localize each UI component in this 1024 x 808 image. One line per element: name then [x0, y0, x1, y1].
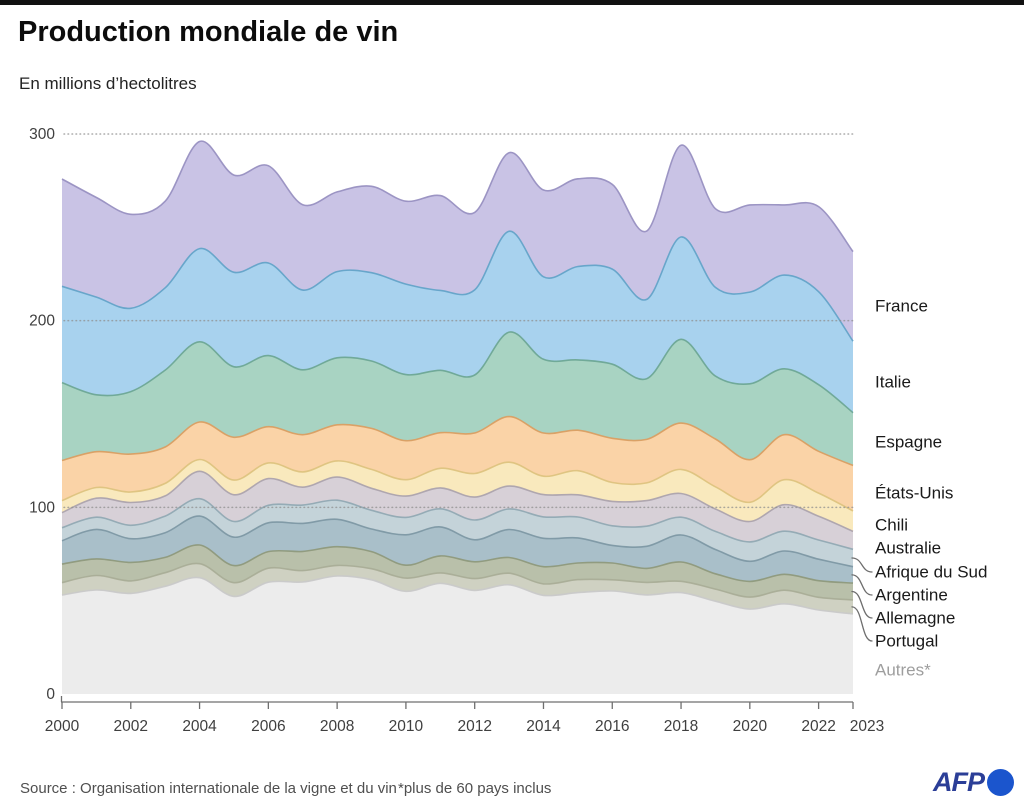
outline-autres — [61, 575, 854, 615]
top-border-bar — [0, 0, 1024, 5]
area-allemagne — [62, 544, 853, 600]
stacked-area-chart: 2000 2002 2004 2006 2008 2010 2012 2014 2016 2018… — [29, 126, 884, 735]
x-label-2023: 2023 — [850, 718, 884, 735]
area-autres — [62, 575, 853, 694]
outline-argentine — [61, 515, 854, 568]
outline-afrique-du-sud — [61, 497, 854, 551]
area-portugal — [62, 563, 853, 614]
x-label-2022: 2022 — [801, 718, 835, 735]
footnote-text: *plus de 60 pays inclus — [398, 780, 552, 797]
x-label-2008: 2008 — [320, 718, 354, 735]
area-chili — [62, 459, 853, 532]
outline-espagne — [61, 331, 854, 414]
area-espagne — [62, 331, 853, 466]
x-label-2000: 2000 — [45, 718, 80, 735]
x-label-2004: 2004 — [182, 718, 217, 735]
outline-australie — [61, 470, 854, 533]
x-label-2010: 2010 — [389, 718, 424, 735]
afp-logo: AFP — [933, 767, 1014, 797]
area-france — [62, 141, 853, 342]
outline-france — [61, 140, 854, 253]
y-label-100: 100 — [29, 499, 55, 516]
x-label-2006: 2006 — [251, 718, 285, 735]
area-etats-unis — [62, 416, 853, 511]
y-label-0: 0 — [46, 686, 55, 703]
area-italie — [62, 231, 853, 413]
source-text: Source : Organisation internationale de … — [20, 780, 397, 797]
outline-italie — [61, 230, 854, 342]
y-label-200: 200 — [29, 313, 55, 330]
x-label-2020: 2020 — [733, 718, 768, 735]
leader-line-afrique-du-sud — [851, 557, 873, 573]
y-label-300: 300 — [29, 126, 55, 143]
leader-line-argentine — [851, 574, 873, 596]
outline-allemagne — [61, 544, 854, 584]
outline-portugal — [61, 562, 854, 601]
x-label-2014: 2014 — [526, 718, 561, 735]
leader-line-portugal — [851, 606, 873, 642]
outline-etats-unis — [61, 415, 854, 467]
x-label-2018: 2018 — [664, 718, 698, 735]
x-label-2002: 2002 — [114, 718, 148, 735]
x-label-2012: 2012 — [457, 718, 491, 735]
afp-logo-text: AFP — [933, 766, 985, 797]
leader-line-allemagne — [851, 590, 873, 619]
outline-chili — [61, 458, 854, 512]
chart-title: Production mondiale de vin — [18, 16, 399, 48]
area-australie — [62, 471, 853, 550]
x-label-2016: 2016 — [595, 718, 629, 735]
afp-globe-icon — [987, 768, 1014, 796]
chart-subtitle: En millions d’hectolitres — [19, 74, 197, 93]
